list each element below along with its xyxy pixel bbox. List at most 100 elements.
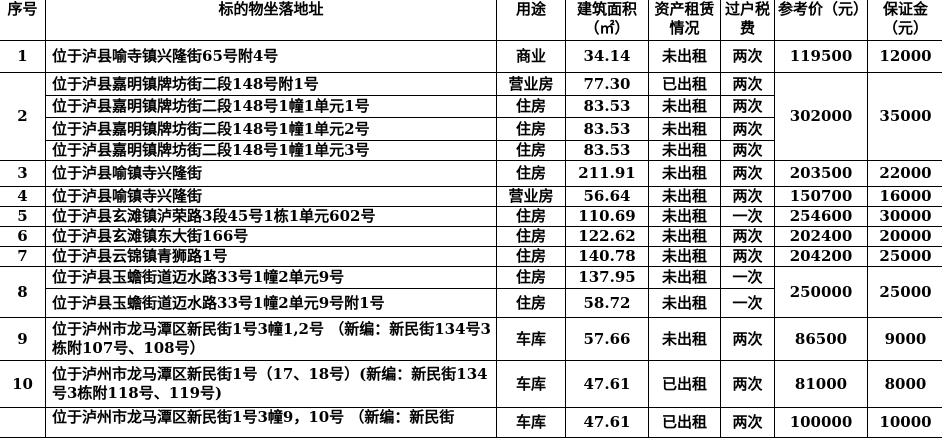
property-address: 位于泸县玉蟾街道迈水路33号1幢2单元9号: [46, 267, 497, 289]
property-use: 住房: [497, 161, 566, 187]
lease-status: 未出租: [649, 318, 721, 361]
building-area: 83.53: [566, 141, 649, 161]
row-number: 9: [0, 318, 46, 361]
reference-price: 100000: [775, 408, 868, 438]
row-number: [0, 408, 46, 438]
transfer-tax: 两次: [721, 161, 775, 187]
header-area: 建筑面积（㎡）: [566, 0, 649, 41]
row-number: 5: [0, 207, 46, 227]
deposit: 12000: [868, 41, 942, 73]
header-use: 用途: [497, 0, 566, 41]
deposit: 25000: [868, 267, 942, 318]
reference-price: 203500: [775, 161, 868, 187]
reference-price: 202400: [775, 227, 868, 247]
property-address: 位于泸县嘉明镇牌坊街二段148号1幢1单元2号: [46, 118, 497, 141]
transfer-tax: 两次: [721, 408, 775, 438]
deposit: 8000: [868, 361, 942, 408]
header-no: 序号: [0, 0, 46, 41]
reference-price: 250000: [775, 267, 868, 318]
property-use: 营业房: [497, 73, 566, 96]
reference-price: 254600: [775, 207, 868, 227]
property-use: 营业房: [497, 187, 566, 207]
property-address: 位于泸县喻镇寺兴隆街: [46, 161, 497, 187]
lease-status: 未出租: [649, 247, 721, 267]
reference-price: 204200: [775, 247, 868, 267]
building-area: 83.53: [566, 96, 649, 118]
lease-status: 已出租: [649, 408, 721, 438]
row-number: 8: [0, 267, 46, 318]
property-address: 位于泸县嘉明镇牌坊街二段148号1幢1单元3号: [46, 141, 497, 161]
reference-price: 150700: [775, 187, 868, 207]
reference-price: 119500: [775, 41, 868, 73]
building-area: 34.14: [566, 41, 649, 73]
transfer-tax: 两次: [721, 73, 775, 96]
property-address: 位于泸州市龙马潭区新民街1号（17、18号）(新编：新民街134号3栋附118号…: [46, 361, 497, 408]
building-area: 56.64: [566, 187, 649, 207]
row-number: 4: [0, 187, 46, 207]
transfer-tax: 两次: [721, 118, 775, 141]
transfer-tax: 两次: [721, 318, 775, 361]
lease-status: 未出租: [649, 141, 721, 161]
row-number: 10: [0, 361, 46, 408]
lease-status: 未出租: [649, 118, 721, 141]
building-area: 122.62: [566, 227, 649, 247]
property-use: 住房: [497, 267, 566, 289]
lease-status: 未出租: [649, 161, 721, 187]
building-area: 211.91: [566, 161, 649, 187]
building-area: 140.78: [566, 247, 649, 267]
deposit: 30000: [868, 207, 942, 227]
deposit: 20000: [868, 227, 942, 247]
lease-status: 未出租: [649, 289, 721, 318]
lease-status: 未出租: [649, 267, 721, 289]
lease-status: 已出租: [649, 73, 721, 96]
property-use: 住房: [497, 118, 566, 141]
header-tax: 过户税费: [721, 0, 775, 41]
property-use: 住房: [497, 207, 566, 227]
building-area: 58.72: [566, 289, 649, 318]
transfer-tax: 一次: [721, 207, 775, 227]
property-address: 位于泸县喻寺镇兴隆街65号附4号: [46, 41, 497, 73]
property-use: 车库: [497, 318, 566, 361]
header-row: 序号 标的物坐落地址 用途 建筑面积（㎡） 资产租赁情况 过户税费 参考价（元）…: [0, 0, 942, 41]
property-address: 位于泸县玄滩镇东大街166号: [46, 227, 497, 247]
row-number: 7: [0, 247, 46, 267]
property-use: 住房: [497, 141, 566, 161]
property-address: 位于泸县嘉明镇牌坊街二段148号附1号: [46, 73, 497, 96]
row-number: 3: [0, 161, 46, 187]
reference-price: 81000: [775, 361, 868, 408]
transfer-tax: 两次: [721, 247, 775, 267]
lease-status: 未出租: [649, 207, 721, 227]
transfer-tax: 两次: [721, 227, 775, 247]
property-address: 位于泸县玄滩镇泸荣路3段45号1栋1单元602号: [46, 207, 497, 227]
property-use: 住房: [497, 227, 566, 247]
deposit: 9000: [868, 318, 942, 361]
transfer-tax: 两次: [721, 41, 775, 73]
transfer-tax: 一次: [721, 289, 775, 318]
reference-price: 302000: [775, 73, 868, 161]
building-area: 47.61: [566, 361, 649, 408]
property-address: 位于泸州市龙马潭区新民街1号3幢1,2号 （新编：新民街134号3栋附107号、…: [46, 318, 497, 361]
lease-status: 未出租: [649, 227, 721, 247]
row-number: 2: [0, 73, 46, 161]
property-use: 车库: [497, 361, 566, 408]
property-use: 住房: [497, 247, 566, 267]
lease-status: 已出租: [649, 361, 721, 408]
building-area: 77.30: [566, 73, 649, 96]
header-lease: 资产租赁情况: [649, 0, 721, 41]
deposit: 22000: [868, 161, 942, 187]
property-address: 位于泸州市龙马潭区新民街1号3幢9，10号 （新编：新民街: [46, 408, 497, 438]
reference-price: 86500: [775, 318, 868, 361]
row-number: 6: [0, 227, 46, 247]
transfer-tax: 两次: [721, 96, 775, 118]
building-area: 57.66: [566, 318, 649, 361]
building-area: 110.69: [566, 207, 649, 227]
